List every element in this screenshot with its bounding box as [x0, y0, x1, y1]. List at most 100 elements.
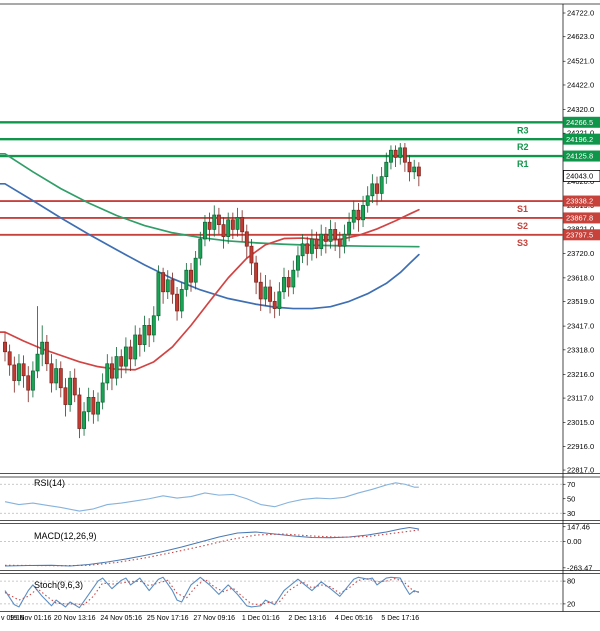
- candle: [142, 315, 147, 352]
- candle: [179, 282, 184, 319]
- candle: [309, 229, 314, 261]
- candle: [189, 262, 193, 292]
- candle: [151, 306, 156, 343]
- y-axis-tick: 22817.0: [567, 466, 594, 475]
- candle: [128, 339, 133, 371]
- candle: [156, 265, 161, 321]
- y-axis-tick: 23417.0: [567, 322, 594, 331]
- pivot-label-s1: S1: [517, 204, 528, 214]
- candle: [77, 387, 82, 439]
- candle: [319, 224, 324, 256]
- pivot-label-r2: R2: [517, 142, 529, 152]
- indicator-axis-tick: 20: [567, 599, 575, 608]
- svg-text:23938.2: 23938.2: [566, 197, 593, 206]
- pivot-lines: R3 R2 R1 S1 S2 S3: [0, 121, 563, 248]
- candle: [263, 274, 268, 307]
- candle: [268, 279, 273, 314]
- candle: [63, 378, 68, 417]
- y-axis-tick: 24320.0: [567, 105, 594, 114]
- candle: [82, 402, 86, 436]
- candle: [137, 327, 142, 357]
- indicator-axis-tick: 147.46: [567, 522, 590, 531]
- current-price-tag: 24043.0: [563, 170, 600, 182]
- pivot-label-s3: S3: [517, 238, 528, 248]
- candle: [314, 231, 319, 259]
- x-axis-label: v 09:16: [1, 615, 24, 622]
- pivot-price-tag-s2: [563, 212, 600, 224]
- x-axis-label: 1 Dec 01:16: [242, 615, 280, 622]
- svg-text:24043.0: 24043.0: [566, 172, 593, 181]
- candle: [3, 332, 7, 362]
- candle: [216, 207, 221, 235]
- x-axis-label: 5 Dec 17:16: [381, 615, 419, 622]
- pivot-price-tag-s1: [563, 195, 600, 207]
- y-axis-tick: 23618.0: [567, 273, 594, 282]
- candle: [254, 255, 259, 295]
- panel-borders: [0, 3, 600, 612]
- candle: [86, 387, 91, 422]
- candle: [300, 234, 305, 263]
- pivot-price-tag-r3: [563, 116, 600, 128]
- candle: [193, 251, 198, 290]
- candle: [203, 215, 207, 247]
- indicator-axis-tick: 70: [567, 480, 575, 489]
- pivot-label-r3: R3: [517, 125, 529, 135]
- candle: [305, 236, 310, 266]
- candle: [272, 291, 277, 319]
- candle: [21, 355, 26, 388]
- candle: [258, 272, 263, 311]
- candle: [35, 306, 40, 379]
- candle: [384, 152, 389, 184]
- candle: [286, 270, 291, 297]
- indicator-axis-tick: -263.47: [567, 563, 592, 572]
- indicator-panel-2: 80 20: [0, 577, 575, 608]
- candle: [356, 203, 361, 232]
- candle: [402, 143, 407, 172]
- y-axis-tick: 24422.0: [567, 80, 594, 89]
- candle: [323, 227, 328, 254]
- candle: [54, 358, 59, 391]
- y-axis-tick: 24521.0: [567, 57, 594, 66]
- stoch-panel-label: Stoch(9,6,3): [34, 580, 84, 590]
- candle: [7, 344, 12, 376]
- x-axis-label: 27 Nov 09:16: [193, 615, 235, 622]
- candle: [337, 231, 342, 259]
- candle: [147, 318, 152, 347]
- x-axis-label: 24 Nov 05:16: [100, 615, 142, 622]
- pivot-price-tag-r1: [563, 150, 600, 162]
- candle: [351, 200, 356, 230]
- pivot-label-r1: R1: [517, 159, 529, 169]
- y-axis-tick: 23519.0: [567, 297, 594, 306]
- rsi-panel-label: RSI(14): [34, 478, 66, 488]
- y-axis-tick: 24221.0: [567, 129, 594, 138]
- macd-macd-line: [4, 526, 419, 567]
- candle: [416, 162, 421, 187]
- candle: [398, 143, 403, 165]
- candle: [412, 159, 417, 180]
- candle: [207, 212, 212, 242]
- candle: [26, 366, 31, 403]
- candle: [407, 155, 412, 182]
- candles-layer: [3, 143, 421, 439]
- pivot-label-s2: S2: [517, 221, 528, 231]
- pivot-price-tags: 24266.5 24196.2 24125.8 23938.2 23867.8 23797…: [563, 116, 600, 241]
- y-axis-tick: 22916.0: [567, 442, 594, 451]
- candle: [198, 231, 203, 266]
- pivot-price-tag-s3: [563, 229, 600, 241]
- candle: [175, 286, 179, 321]
- y-axis-tick: 23216.0: [567, 370, 594, 379]
- y-axis-tick: 24722.0: [567, 8, 594, 17]
- candle: [165, 270, 170, 299]
- candle: [347, 212, 352, 242]
- candle: [49, 354, 54, 393]
- candle: [277, 282, 282, 316]
- y-axis-tick: 23015.0: [567, 418, 594, 427]
- indicator-axis-tick: 30: [567, 509, 575, 518]
- svg-text:24125.8: 24125.8: [566, 152, 593, 161]
- x-axis-label: 4 Dec 05:16: [335, 615, 373, 622]
- x-axis-label: 20 Nov 13:16: [54, 615, 96, 622]
